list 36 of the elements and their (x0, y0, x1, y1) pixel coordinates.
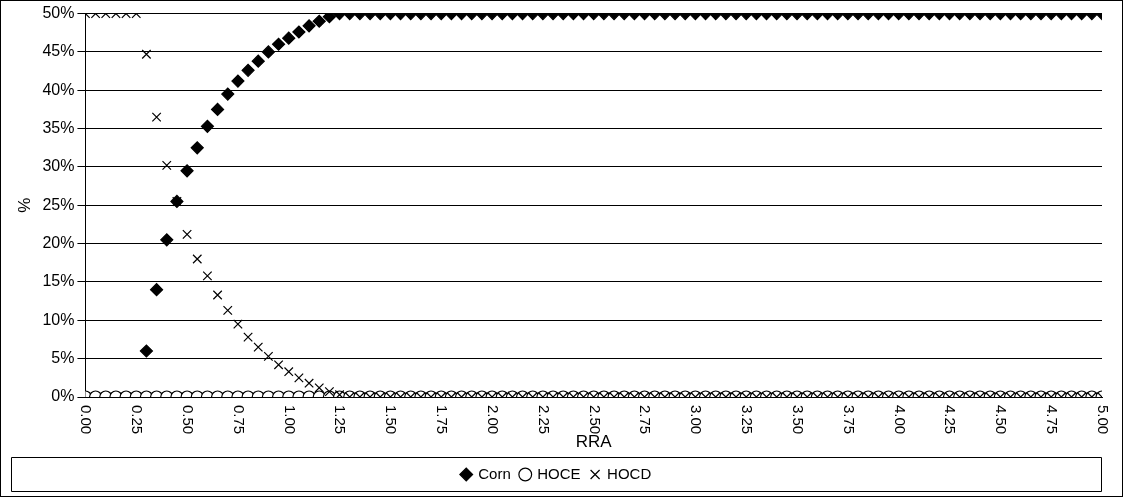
x-tick-label: 5.00 (1094, 405, 1112, 435)
x-tick-label: 3.50 (789, 405, 807, 435)
x-tick-label: 1.00 (281, 405, 299, 435)
x-tick-label: 0.00 (78, 405, 96, 435)
x-tick-label: 1.75 (434, 405, 452, 435)
x-tick-label: 3.75 (840, 405, 858, 435)
legend-label: HOCD (607, 464, 652, 482)
x-tick-label: 2.50 (586, 405, 604, 435)
y-tick-label: 45% (42, 42, 75, 60)
y-tick-label: 30% (42, 157, 75, 175)
y-tick-label: 0% (51, 387, 75, 405)
x-tick-label: 2.75 (637, 405, 655, 435)
y-tick-label: 35% (42, 119, 75, 137)
x-tick-label: 0.25 (129, 405, 147, 435)
y-tick-label: 25% (42, 195, 75, 213)
y-tick-label: 50% (42, 4, 75, 22)
x-tick-label: 1.25 (332, 405, 350, 435)
x-tick-label: 4.50 (993, 405, 1011, 435)
y-tick-label: 10% (42, 310, 75, 328)
legend-label: HOCE (537, 464, 581, 482)
legend-label: Corn (478, 464, 511, 482)
x-tick-label: 0.75 (230, 405, 248, 435)
x-tick-label: 1.50 (383, 405, 401, 435)
y-tick-label: 40% (42, 80, 75, 98)
x-tick-label: 3.00 (688, 405, 706, 435)
x-tick-label: 4.25 (942, 405, 960, 435)
x-tick-label: 0.50 (179, 405, 197, 435)
y-axis-title: % (14, 197, 34, 213)
x-tick-label: 3.25 (739, 405, 757, 435)
x-tick-label: 4.00 (891, 405, 909, 435)
y-tick-label: 20% (42, 234, 75, 252)
x-tick-label: 2.25 (535, 405, 553, 435)
x-tick-label: 2.00 (484, 405, 502, 435)
y-tick-label: 15% (42, 272, 75, 290)
y-tick-label: 5% (51, 349, 75, 367)
x-tick-label: 4.75 (1044, 405, 1062, 435)
